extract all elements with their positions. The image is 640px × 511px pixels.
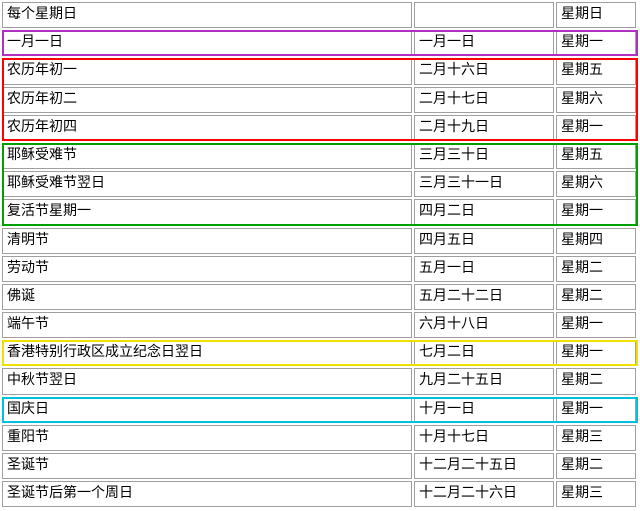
table-row: 农历年初二二月十七日星期六 (2, 87, 638, 113)
holiday-weekday-cell: 星期五 (556, 143, 636, 169)
holiday-name-cell: 农历年初二 (2, 87, 412, 113)
table-row: 佛诞五月二十二日星期二 (2, 284, 638, 310)
holiday-name-cell: 端午节 (2, 312, 412, 338)
row-group: 清明节四月五日星期四劳动节五月一日星期二佛诞五月二十二日星期二端午节六月十八日星… (2, 228, 638, 339)
table-row: 农历年初四二月十九日星期一 (2, 115, 638, 141)
holiday-name-cell: 耶稣受难节翌日 (2, 171, 412, 197)
table-row: 每个星期日 星期日 (2, 2, 638, 28)
holiday-date-cell: 一月一日 (414, 30, 554, 56)
holiday-weekday-cell: 星期一 (556, 199, 636, 225)
table-row: 耶稣受难节翌日三月三十一日星期六 (2, 171, 638, 197)
holiday-weekday-cell: 星期三 (556, 481, 636, 507)
row-group: 国庆日十月一日星期一 (2, 397, 638, 423)
row-group: 中秋节翌日九月二十五日星期二 (2, 368, 638, 394)
holiday-weekday-cell: 星期六 (556, 87, 636, 113)
holiday-name-cell: 耶稣受难节 (2, 143, 412, 169)
table-row: 农历年初一二月十六日星期五 (2, 58, 638, 84)
holiday-weekday-cell: 星期一 (556, 312, 636, 338)
holiday-date-cell: 四月二日 (414, 199, 554, 225)
table-row: 重阳节十月十七日星期三 (2, 425, 638, 451)
holiday-name-cell: 劳动节 (2, 256, 412, 282)
holiday-date-cell: 三月三十日 (414, 143, 554, 169)
holiday-weekday-cell: 星期二 (556, 453, 636, 479)
holiday-date-cell: 九月二十五日 (414, 368, 554, 394)
holiday-weekday-cell: 星期三 (556, 425, 636, 451)
table-row: 劳动节五月一日星期二 (2, 256, 638, 282)
row-group: 农历年初一二月十六日星期五农历年初二二月十七日星期六农历年初四二月十九日星期一 (2, 58, 638, 141)
holiday-weekday-cell: 星期一 (556, 30, 636, 56)
table-row: 端午节六月十八日星期一 (2, 312, 638, 338)
holiday-date-cell: 十月十七日 (414, 425, 554, 451)
holiday-name-cell: 每个星期日 (2, 2, 412, 28)
holiday-weekday-cell: 星期二 (556, 256, 636, 282)
holiday-weekday-cell: 星期一 (556, 397, 636, 423)
holiday-date-cell: 三月三十一日 (414, 171, 554, 197)
holiday-date-cell: 五月二十二日 (414, 284, 554, 310)
table-row: 圣诞节十二月二十五日星期二 (2, 453, 638, 479)
holiday-table: 每个星期日星期日一月一日一月一日星期一农历年初一二月十六日星期五农历年初二二月十… (2, 2, 638, 507)
holiday-name-cell: 一月一日 (2, 30, 412, 56)
holiday-name-cell: 农历年初四 (2, 115, 412, 141)
row-group: 耶稣受难节三月三十日星期五耶稣受难节翌日三月三十一日星期六复活节星期一四月二日星… (2, 143, 638, 226)
holiday-name-cell: 圣诞节 (2, 453, 412, 479)
holiday-date-cell: 十二月二十五日 (414, 453, 554, 479)
holiday-weekday-cell: 星期六 (556, 171, 636, 197)
table-row: 清明节四月五日星期四 (2, 228, 638, 254)
holiday-date-cell: 十月一日 (414, 397, 554, 423)
row-group: 每个星期日 星期日 (2, 2, 638, 28)
holiday-weekday-cell: 星期五 (556, 58, 636, 84)
holiday-date-cell: 五月一日 (414, 256, 554, 282)
holiday-weekday-cell: 星期一 (556, 115, 636, 141)
holiday-weekday-cell: 星期二 (556, 284, 636, 310)
holiday-date-cell: 十二月二十六日 (414, 481, 554, 507)
holiday-date-cell: 二月十七日 (414, 87, 554, 113)
holiday-date-cell: 七月二日 (414, 340, 554, 366)
holiday-name-cell: 重阳节 (2, 425, 412, 451)
table-row: 国庆日十月一日星期一 (2, 397, 638, 423)
holiday-date-cell: 二月十六日 (414, 58, 554, 84)
holiday-date-cell: 四月五日 (414, 228, 554, 254)
row-group: 一月一日一月一日星期一 (2, 30, 638, 56)
holiday-date-cell: 六月十八日 (414, 312, 554, 338)
table-row: 一月一日一月一日星期一 (2, 30, 638, 56)
holiday-name-cell: 国庆日 (2, 397, 412, 423)
holiday-date-cell: 二月十九日 (414, 115, 554, 141)
holiday-weekday-cell: 星期四 (556, 228, 636, 254)
holiday-name-cell: 佛诞 (2, 284, 412, 310)
holiday-weekday-cell: 星期一 (556, 340, 636, 366)
table-row: 中秋节翌日九月二十五日星期二 (2, 368, 638, 394)
holiday-weekday-cell: 星期二 (556, 368, 636, 394)
holiday-name-cell: 农历年初一 (2, 58, 412, 84)
holiday-name-cell: 清明节 (2, 228, 412, 254)
table-row: 耶稣受难节三月三十日星期五 (2, 143, 638, 169)
holiday-name-cell: 圣诞节后第一个周日 (2, 481, 412, 507)
holiday-date-cell (414, 2, 554, 28)
row-group: 重阳节十月十七日星期三圣诞节十二月二十五日星期二圣诞节后第一个周日十二月二十六日… (2, 425, 638, 508)
holiday-weekday-cell: 星期日 (556, 2, 636, 28)
table-row: 复活节星期一四月二日星期一 (2, 199, 638, 225)
holiday-name-cell: 香港特别行政区成立纪念日翌日 (2, 340, 412, 366)
holiday-name-cell: 中秋节翌日 (2, 368, 412, 394)
table-row: 香港特别行政区成立纪念日翌日七月二日星期一 (2, 340, 638, 366)
row-group: 香港特别行政区成立纪念日翌日七月二日星期一 (2, 340, 638, 366)
table-row: 圣诞节后第一个周日十二月二十六日星期三 (2, 481, 638, 507)
holiday-name-cell: 复活节星期一 (2, 199, 412, 225)
